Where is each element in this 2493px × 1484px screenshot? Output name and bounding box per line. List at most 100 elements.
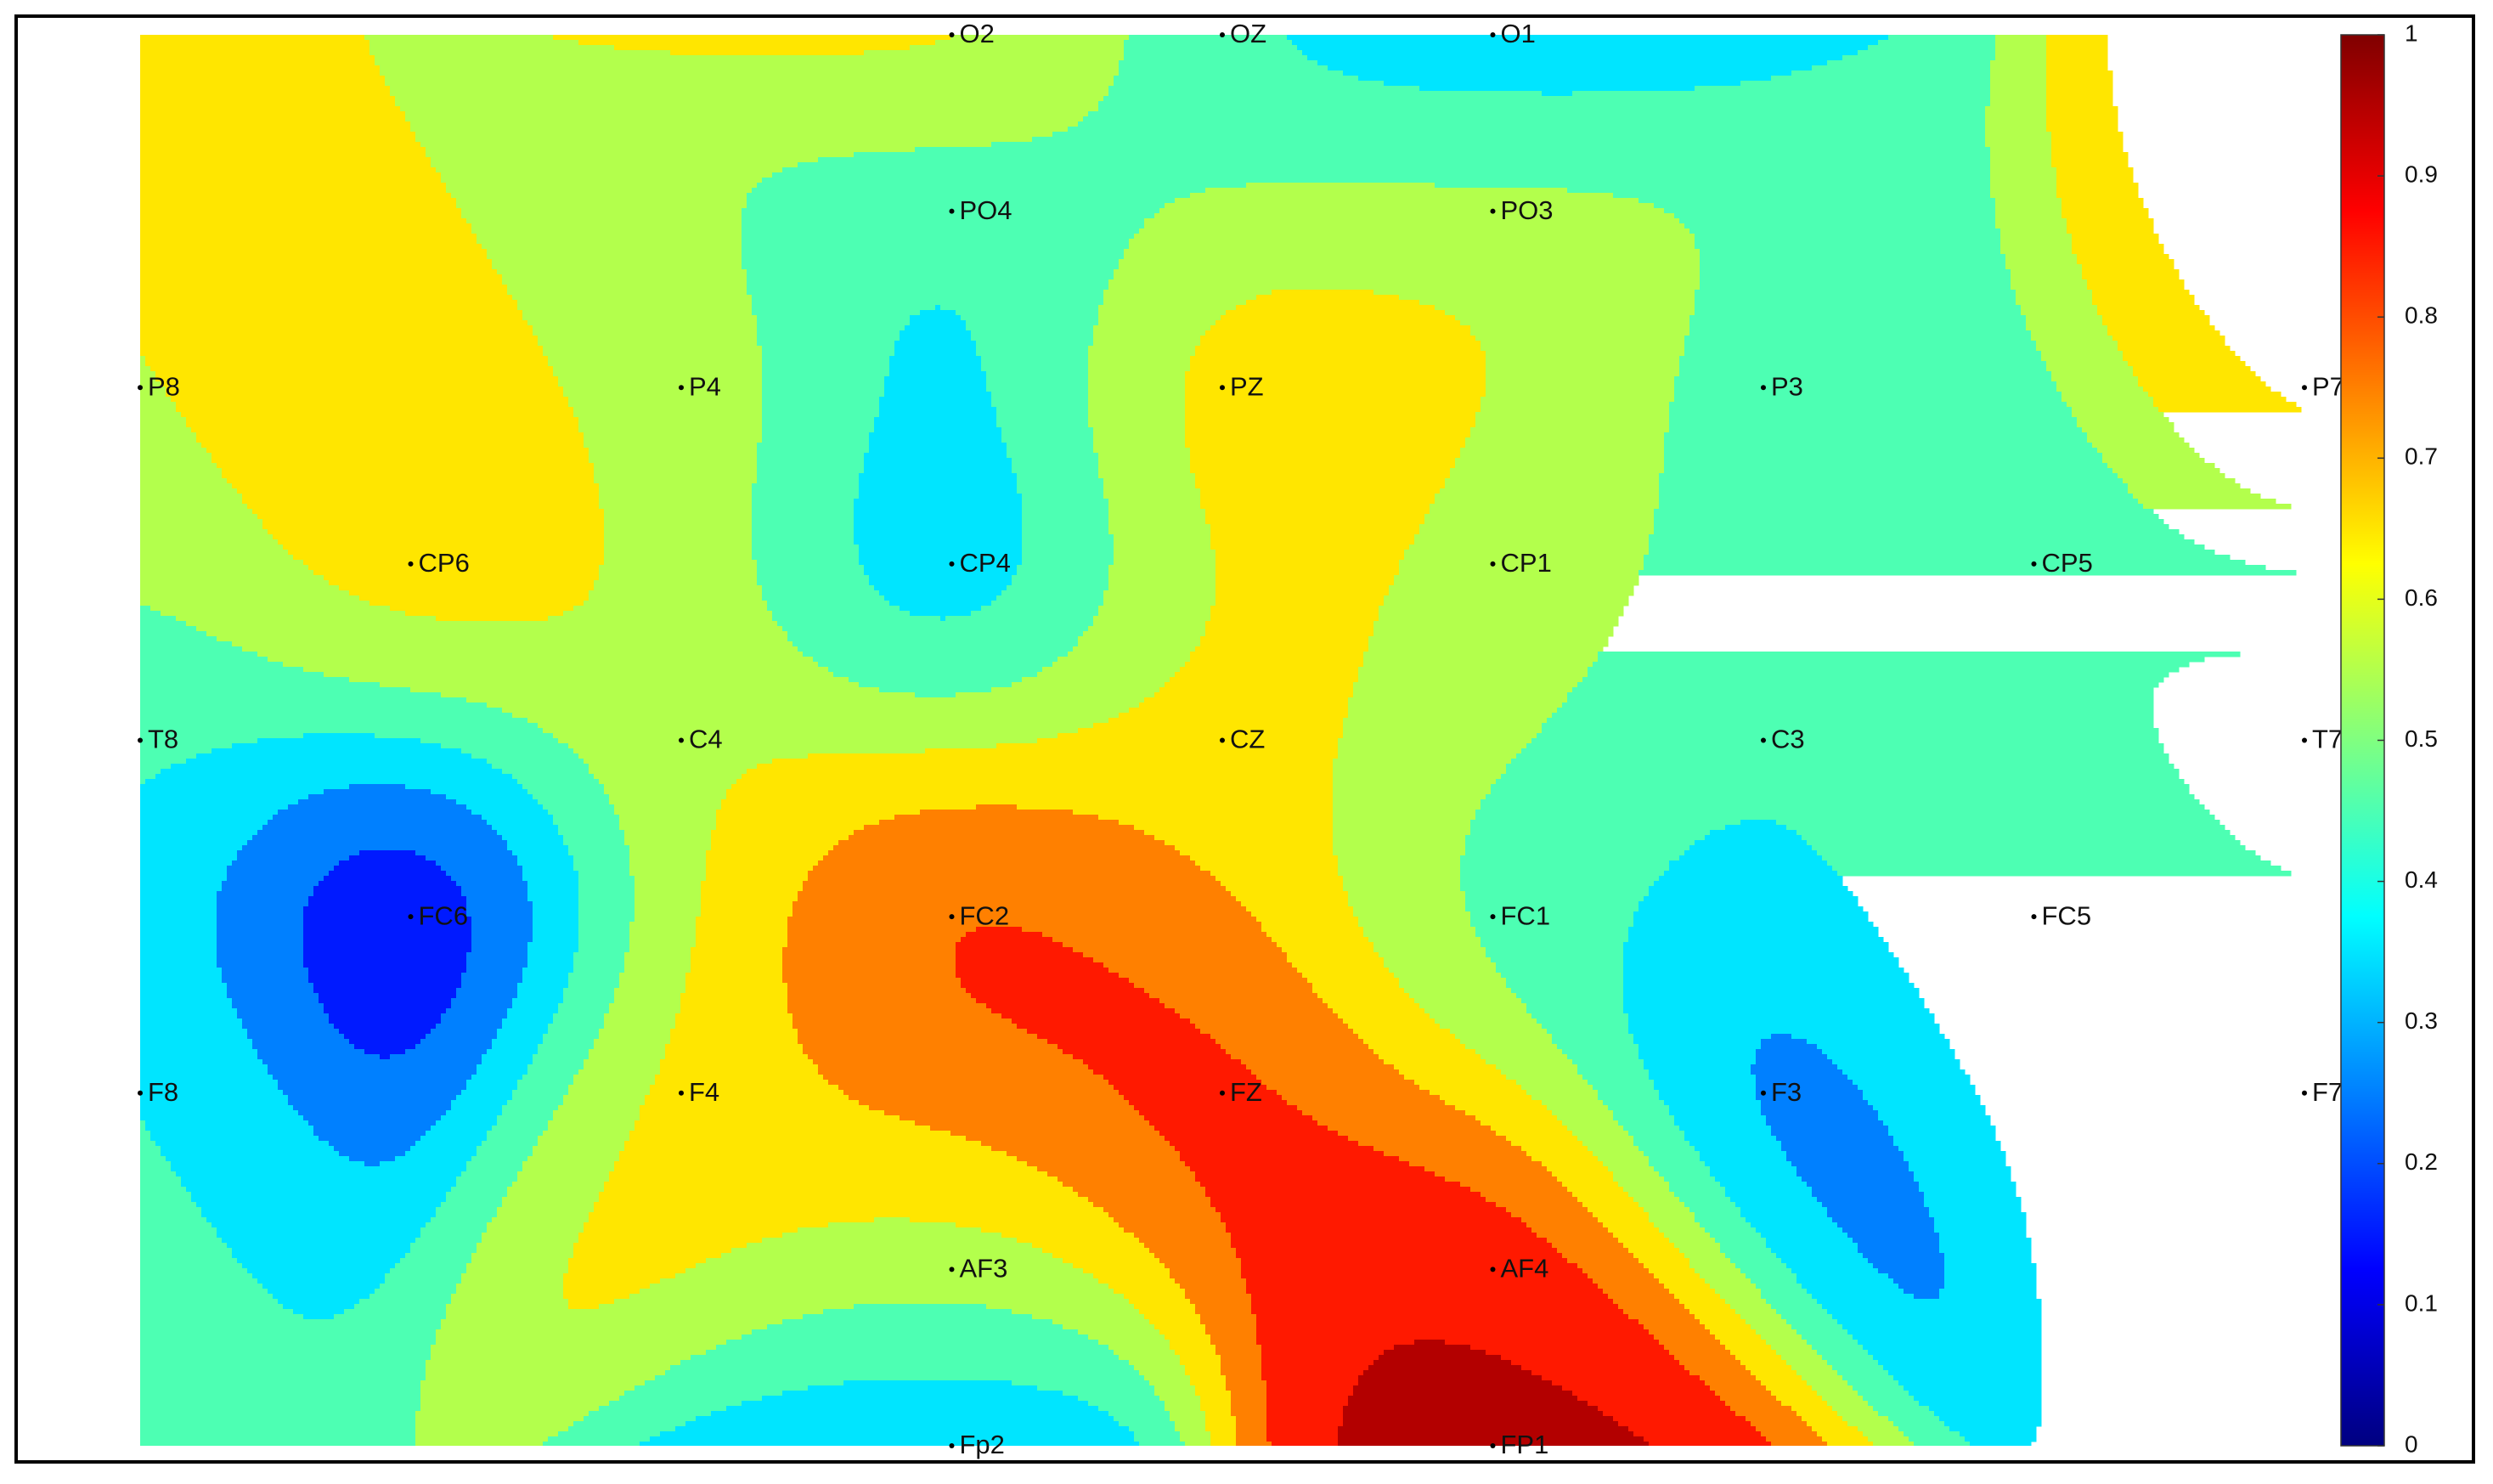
contour-band bbox=[252, 1044, 355, 1050]
contour-band bbox=[1124, 254, 1701, 260]
contour-band bbox=[1623, 993, 1920, 999]
contour-band bbox=[507, 1187, 605, 1193]
contour-band bbox=[1358, 672, 1588, 678]
contour-band bbox=[1470, 820, 1741, 826]
contour-band bbox=[1022, 514, 1109, 520]
contour-band bbox=[1695, 1212, 1741, 1218]
electrode-dot bbox=[949, 914, 955, 920]
contour-band bbox=[1659, 1227, 1706, 1233]
contour-band bbox=[1496, 968, 1624, 973]
contour-band bbox=[1129, 978, 1308, 984]
contour-band bbox=[1501, 774, 2180, 780]
contour-band bbox=[757, 580, 870, 586]
contour-band bbox=[1149, 993, 1318, 999]
contour-band bbox=[502, 1105, 559, 1111]
contour-band bbox=[599, 779, 737, 785]
contour-band bbox=[742, 234, 1135, 240]
contour-band bbox=[140, 1345, 431, 1351]
contour-band bbox=[1684, 346, 2037, 352]
contour-band bbox=[762, 417, 875, 423]
contour-band bbox=[629, 1294, 1125, 1300]
contour-band bbox=[1511, 1141, 1583, 1147]
contour-band bbox=[1633, 917, 1869, 923]
contour-band bbox=[1190, 1018, 1344, 1024]
contour-band bbox=[191, 1192, 447, 1198]
contour-band bbox=[1812, 65, 1991, 71]
contour-band bbox=[1134, 1304, 1196, 1310]
contour-band bbox=[757, 315, 911, 321]
contour-band bbox=[838, 1085, 1114, 1091]
contour-band bbox=[140, 229, 472, 234]
contour-band bbox=[1659, 488, 2129, 494]
contour-band bbox=[140, 71, 381, 76]
contour-band bbox=[2046, 71, 2113, 76]
contour-band bbox=[461, 973, 523, 979]
contour-band bbox=[1735, 1202, 1823, 1208]
contour-band bbox=[1373, 947, 1486, 953]
contour-band bbox=[1114, 81, 1385, 87]
contour-band bbox=[1338, 738, 1532, 744]
contour-band bbox=[1547, 1105, 1609, 1111]
contour-band bbox=[1995, 198, 2062, 204]
contour-band bbox=[278, 1085, 467, 1091]
contour-band bbox=[237, 855, 350, 861]
contour-band bbox=[1909, 1161, 2006, 1167]
contour-band bbox=[1475, 1049, 1563, 1055]
contour-band bbox=[456, 203, 747, 209]
electrode-label: FC5 bbox=[2042, 900, 2092, 930]
contour-band bbox=[2077, 254, 2169, 260]
contour-band bbox=[925, 748, 1339, 754]
contour-band bbox=[252, 1273, 386, 1279]
contour-band bbox=[1338, 748, 1522, 754]
contour-band bbox=[762, 351, 895, 357]
contour-band bbox=[1266, 1396, 1349, 1402]
contour-band bbox=[976, 998, 1160, 1004]
contour-band bbox=[339, 1151, 406, 1157]
contour-band bbox=[222, 1238, 416, 1244]
contour-band bbox=[1052, 1253, 1155, 1259]
contour-band bbox=[482, 815, 554, 821]
contour-band bbox=[1740, 1212, 1828, 1218]
electrode-label: FC6 bbox=[419, 900, 469, 930]
contour-band bbox=[2046, 91, 2113, 97]
contour-band bbox=[548, 1024, 605, 1030]
contour-band bbox=[900, 606, 982, 612]
contour-band bbox=[614, 1166, 1038, 1172]
contour-band bbox=[635, 881, 702, 887]
contour-band bbox=[1465, 443, 1665, 449]
contour-band bbox=[140, 1207, 202, 1213]
contour-band bbox=[456, 988, 518, 994]
contour-band bbox=[278, 1080, 467, 1086]
contour-band bbox=[1256, 1324, 1644, 1330]
contour-band bbox=[1384, 81, 1741, 87]
contour-band bbox=[1623, 1243, 1675, 1249]
contour-band bbox=[1190, 448, 1461, 454]
contour-band bbox=[599, 570, 758, 576]
contour-band bbox=[431, 1355, 691, 1361]
contour-band bbox=[420, 1039, 493, 1045]
contour-band bbox=[1200, 504, 1430, 510]
contour-band bbox=[594, 774, 742, 780]
contour-band bbox=[813, 657, 1058, 663]
contour-band bbox=[568, 1263, 697, 1269]
contour-band bbox=[1154, 835, 1334, 841]
contour-band bbox=[1684, 341, 2037, 347]
contour-band bbox=[140, 845, 243, 851]
contour-band bbox=[140, 718, 528, 724]
contour-band bbox=[426, 1365, 671, 1371]
contour-band bbox=[1654, 524, 2169, 530]
contour-band bbox=[1638, 1146, 1695, 1152]
contour-band bbox=[1170, 1273, 1242, 1279]
contour-band bbox=[420, 142, 992, 148]
colorbar-tick-label: 0.2 bbox=[2405, 1148, 2438, 1175]
contour-band bbox=[747, 285, 1109, 291]
contour-band bbox=[1445, 310, 1695, 316]
contour-band bbox=[1236, 305, 1435, 311]
contour-band bbox=[1419, 1003, 1527, 1009]
contour-band bbox=[1185, 422, 1476, 428]
contour-band bbox=[140, 76, 386, 82]
contour-band bbox=[217, 917, 304, 923]
contour-band bbox=[629, 937, 697, 943]
contour-band bbox=[477, 1243, 574, 1249]
contour-band bbox=[1593, 1085, 1655, 1091]
